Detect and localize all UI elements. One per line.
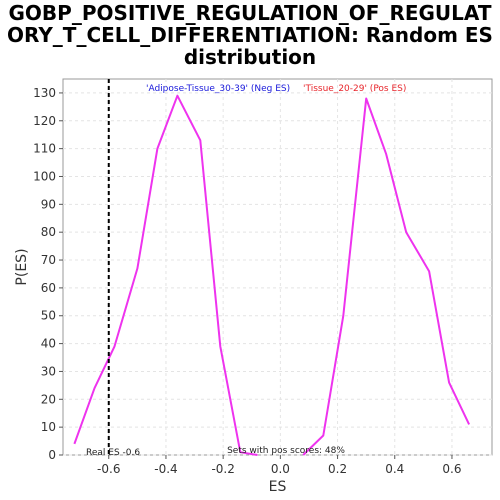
- series-line: [302, 97, 471, 456]
- series-line: [73, 94, 258, 456]
- pos-scores-annotation: Sets with pos scores: 48%: [227, 446, 345, 456]
- y-tick-label: 20: [41, 392, 56, 406]
- x-axis-label: ES: [269, 479, 287, 495]
- x-tick-label: -0.2: [211, 462, 234, 476]
- plot-area: [62, 78, 493, 456]
- x-axis: -0.6 -0.4 -0.2 0.0 0.2 0.4 0.6: [97, 455, 462, 476]
- series-lines: [73, 94, 471, 456]
- chart-title-line: distribution: [184, 45, 316, 69]
- y-tick-label: 70: [41, 253, 56, 267]
- x-tick-label: 0.4: [385, 462, 404, 476]
- y-tick-label: 130: [33, 86, 56, 100]
- x-tick-label: -0.4: [154, 462, 177, 476]
- y-tick-label: 120: [33, 114, 56, 128]
- x-tick-label: 0.6: [442, 462, 461, 476]
- y-tick-label: 100: [33, 169, 56, 183]
- legend-entry-neg: 'Adipose-Tissue_30-39' (Neg ES): [146, 84, 290, 94]
- chart-title: GOBP_POSITIVE_REGULATION_OF_REGULATORY_T…: [7, 1, 493, 69]
- y-tick-label: 60: [41, 281, 56, 295]
- real-es-label: Real ES -0.6: [86, 448, 140, 458]
- y-tick-label: 30: [41, 364, 56, 378]
- y-axis: 0 10 20 30 40 50 60 70 80 90 100 110 120 130: [33, 86, 63, 462]
- y-axis-label: P(ES): [14, 248, 30, 285]
- grid-lines: [63, 79, 492, 456]
- chart-title-line: GOBP_POSITIVE_REGULATION_OF_REGULAT: [9, 1, 492, 25]
- y-tick-label: 90: [41, 197, 56, 211]
- x-tick-label: 0.2: [328, 462, 347, 476]
- y-tick-label: 80: [41, 225, 56, 239]
- chart-title-line: ORY_T_CELL_DIFFERENTIATION: Random ES: [7, 23, 493, 47]
- y-tick-label: 0: [48, 448, 56, 462]
- y-tick-label: 40: [41, 337, 56, 351]
- y-tick-label: 50: [41, 309, 56, 323]
- x-tick-label: 0.0: [271, 462, 290, 476]
- y-tick-label: 10: [41, 420, 56, 434]
- legend-entry-pos: 'Tissue_20-29' (Pos ES): [303, 84, 406, 94]
- legend: 'Adipose-Tissue_30-39' (Neg ES) 'Tissue_2…: [146, 84, 406, 94]
- x-tick-label: -0.6: [97, 462, 120, 476]
- y-tick-label: 110: [33, 142, 56, 156]
